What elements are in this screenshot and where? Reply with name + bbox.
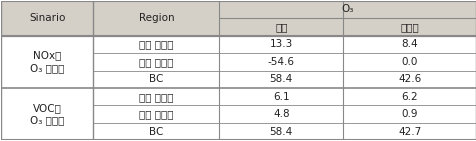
Text: Region: Region: [139, 13, 174, 23]
Text: 중국 기여도: 중국 기여도: [139, 92, 173, 102]
Text: 백령도: 백령도: [399, 22, 418, 32]
Text: 한국 기여도: 한국 기여도: [139, 57, 173, 67]
Text: 서울: 서울: [275, 22, 287, 32]
Text: 6.2: 6.2: [401, 92, 417, 102]
Text: 13.3: 13.3: [269, 39, 292, 49]
Text: 58.4: 58.4: [269, 74, 292, 84]
Text: -54.6: -54.6: [267, 57, 294, 67]
Text: NOx의
O₃ 기여도: NOx의 O₃ 기여도: [30, 51, 64, 73]
Text: 한국 기여도: 한국 기여도: [139, 109, 173, 119]
Text: 8.4: 8.4: [401, 39, 417, 49]
Text: 58.4: 58.4: [269, 127, 292, 137]
Text: VOC의
O₃ 기여도: VOC의 O₃ 기여도: [30, 103, 64, 125]
Text: 0.0: 0.0: [401, 57, 417, 67]
Text: 42.6: 42.6: [397, 74, 420, 84]
Text: 4.8: 4.8: [272, 109, 289, 119]
Text: 42.7: 42.7: [397, 127, 420, 137]
Text: 0.9: 0.9: [401, 109, 417, 119]
Text: 6.1: 6.1: [272, 92, 289, 102]
Text: 중국 기여도: 중국 기여도: [139, 39, 173, 49]
Text: BC: BC: [149, 127, 163, 137]
Text: Sinario: Sinario: [29, 13, 65, 23]
Text: O₃: O₃: [341, 4, 353, 14]
Text: BC: BC: [149, 74, 163, 84]
